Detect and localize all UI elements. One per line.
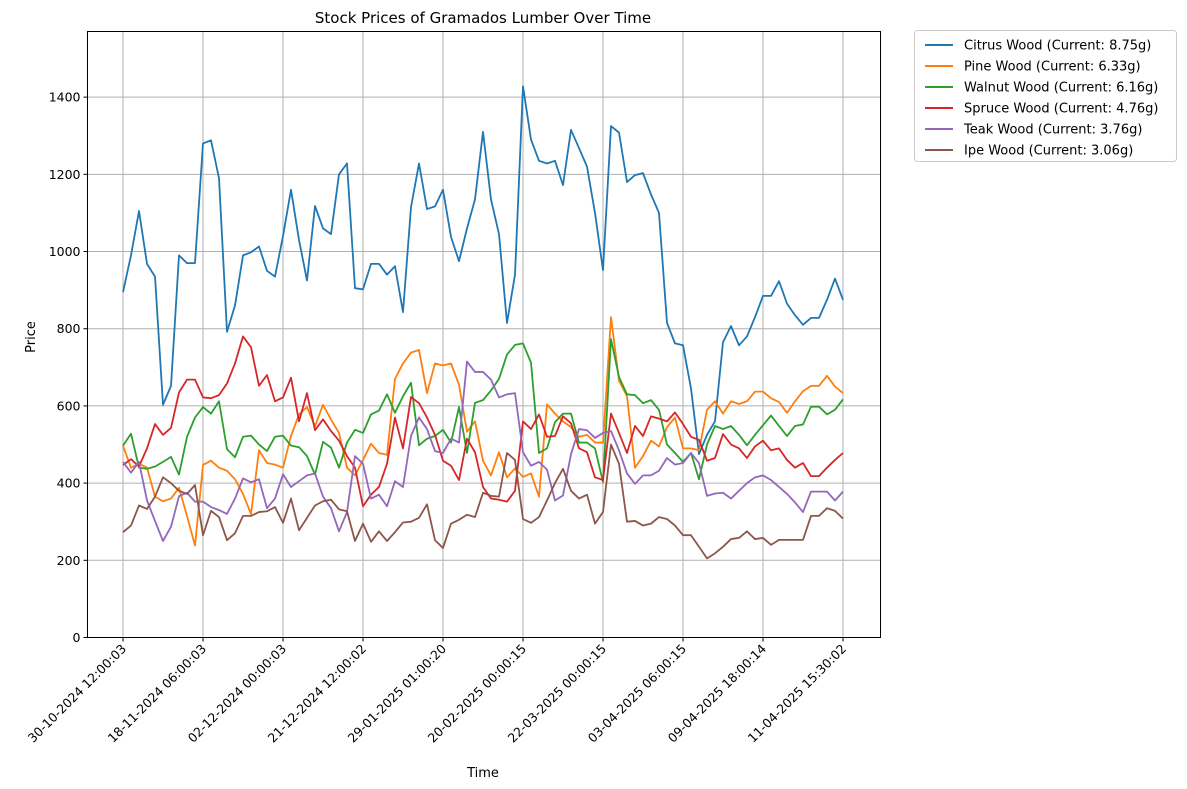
legend-entry-2: Walnut Wood (Current: 6.16g) [964, 81, 1158, 96]
legend-frame [914, 30, 1177, 162]
y-tick-label: 1000 [49, 244, 81, 259]
chart-title: Stock Prices of Gramados Lumber Over Tim… [315, 9, 651, 27]
legend-entry-3: Spruce Wood (Current: 4.76g) [964, 102, 1158, 117]
y-axis-label: Price [24, 321, 39, 353]
legend-entry-0: Citrus Wood (Current: 8.75g) [964, 39, 1151, 54]
legend-entry-4: Teak Wood (Current: 3.76g) [963, 123, 1142, 138]
series-line-3 [122, 335, 844, 508]
grid [87, 31, 881, 638]
plot-frame [87, 31, 881, 638]
y-tick-label: 1400 [49, 90, 81, 105]
y-tick-label: 800 [57, 321, 81, 336]
legend: Citrus Wood (Current: 8.75g) Pine Wood (C… [914, 30, 1177, 162]
y-tick-label: 200 [57, 553, 81, 568]
x-axis-label: Time [466, 766, 499, 781]
y-tick-label: 1200 [49, 167, 81, 182]
series-line-0 [122, 85, 844, 456]
series-line-2 [122, 338, 844, 483]
y-tick-label: 0 [73, 630, 81, 645]
y-tick-label: 600 [57, 398, 81, 413]
y-tick-label: 400 [57, 476, 81, 491]
series-line-4 [122, 360, 844, 542]
series-line-5 [122, 443, 844, 560]
legend-entry-5: Ipe Wood (Current: 3.06g) [964, 144, 1133, 159]
series-line-1 [122, 316, 844, 547]
series-lines [122, 85, 844, 560]
legend-entry-1: Pine Wood (Current: 6.33g) [964, 60, 1141, 75]
y-axis-ticks: 0 200 400 600 800 1000 1200 1400 [49, 90, 88, 645]
